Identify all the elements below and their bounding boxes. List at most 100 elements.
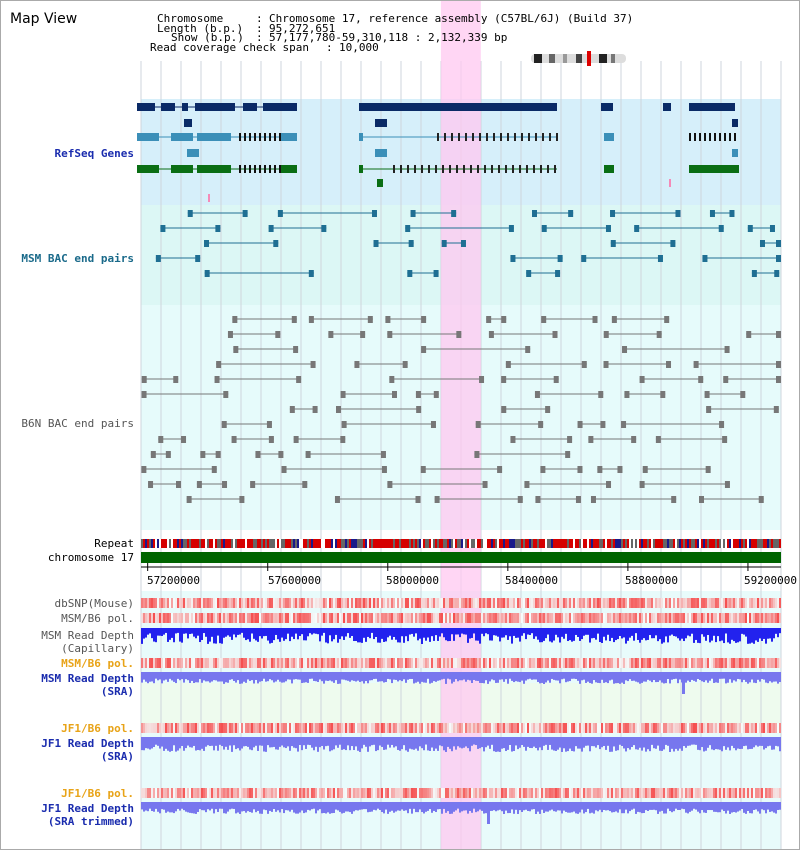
msm-b6-pol-cell [515,613,517,623]
b6n-bac-pair-end [334,496,340,503]
depth-bar-sra [731,737,733,746]
jf1-b6-pol-cell [551,723,553,733]
depth-bar-capillary [417,628,419,641]
depth-bar-capillary [217,628,219,636]
jf1-b6-pol-cell [217,723,219,733]
depth-bar-sra [181,737,183,746]
repeat-segment [511,539,513,548]
dbsnp-cell [681,598,683,608]
depth-bar-sra [427,672,429,679]
jf1-b6-pol-cell [363,788,365,798]
depth-bar-capillary [439,628,441,637]
jf1-b6-pol-cell [189,788,191,798]
msm-b6-pol-cell [289,658,291,668]
depth-bar-sra [607,737,609,746]
depth-bar-sra [653,737,655,749]
msm-b6-pol-cell [441,658,443,668]
depth-bar-capillary [555,628,557,635]
msm-b6-pol-cell [519,658,521,668]
track-label-refseq: RefSeq Genes [54,147,134,160]
msm-b6-pol-cell [281,613,283,623]
dbsnp-cell [703,598,705,608]
repeat-segment [779,539,781,548]
depth-bar-sra [203,737,205,751]
msm-b6-pol-cell [471,658,473,668]
dbsnp-cell [425,598,427,608]
msm-b6-pol-cell [633,658,635,668]
depth-bar-sra [143,672,145,680]
msm-bac-pair-end [718,225,724,232]
jf1-b6-pol-cell [337,723,339,733]
depth-bar-sra [365,672,367,682]
b6n-bac-pair-end [387,481,393,488]
depth-bar-sra [509,737,511,745]
depth-bar-sra [231,802,233,809]
msm-b6-pol-cell [593,658,595,668]
axis-tick-label: 58800000 [625,574,678,587]
depth-bar-sra [571,802,573,813]
jf1-b6-pol-cell [405,723,407,733]
repeat-segment [615,539,617,548]
depth-bar-sra [309,672,311,679]
msm-b6-pol-cell [217,613,219,623]
repeat-segment [505,539,507,548]
msm-b6-pol-cell [471,613,473,623]
jf1-b6-pol-cell [193,788,195,798]
dbsnp-cell [579,598,581,608]
depth-bar-capillary [545,628,547,639]
depth-bar-capillary [287,628,289,634]
jf1-b6-pol-cell [411,723,413,733]
repeat-segment [507,539,509,548]
jf1-b6-pol-cell [739,723,741,733]
jf1-b6-pol-cell [233,723,235,733]
repeat-segment [467,539,469,548]
b6n-bac-pair-end [706,406,712,413]
b6n-bac-pair-end [545,406,551,413]
jf1-b6-pol-cell [379,723,381,733]
dbsnp-cell [505,598,507,608]
repeat-segment [355,539,357,548]
jf1-b6-pol-cell [191,788,193,798]
depth-bar-sra [475,737,477,746]
msm-b6-pol-cell [619,613,621,623]
repeat-segment [147,539,149,548]
depth-bar-sra [615,737,617,751]
b6n-bac-pair-end [456,331,462,338]
repeat-segment [565,539,567,548]
jf1-b6-pol-cell [345,788,347,798]
msm-b6-pol-cell [349,658,351,668]
msm-b6-pol-cell [771,658,773,668]
msm-b6-pol-cell [253,658,255,668]
msm-b6-pol-cell [609,613,611,623]
depth-bar-sra [739,672,741,680]
dbsnp-cell [173,598,175,608]
depth-bar-sra [467,672,469,680]
msm-b6-pol-cell [327,613,329,623]
jf1-b6-pol-cell [559,788,561,798]
depth-bar-capillary [711,628,713,641]
jf1-b6-pol-cell [443,788,445,798]
depth-bar-sra [485,672,487,681]
msm-b6-pol-cell [525,613,527,623]
msm-b6-pol-cell [335,658,337,668]
msm-b6-pol-cell [399,613,401,623]
depth-bar-sra [267,672,269,682]
jf1-b6-pol-cell [683,723,685,733]
depth-bar-sra [767,737,769,747]
jf1-b6-pol-cell [589,788,591,798]
jf1-b6-pol-cell [485,788,487,798]
depth-bar-sra [529,802,531,812]
jf1-b6-pol-cell [177,723,179,733]
jf1-b6-pol-cell [241,788,243,798]
depth-bar-sra [191,802,193,814]
msm-b6-pol-cell [661,658,663,668]
depth-bar-sra [513,802,515,814]
dbsnp-cell [231,598,233,608]
depth-bar-capillary [317,628,319,635]
repeat-segment [649,539,651,548]
depth-bar-sra [189,737,191,748]
msm-b6-pol-cell [585,658,587,668]
dbsnp-cell [659,598,661,608]
depth-bar-sra [331,802,333,814]
